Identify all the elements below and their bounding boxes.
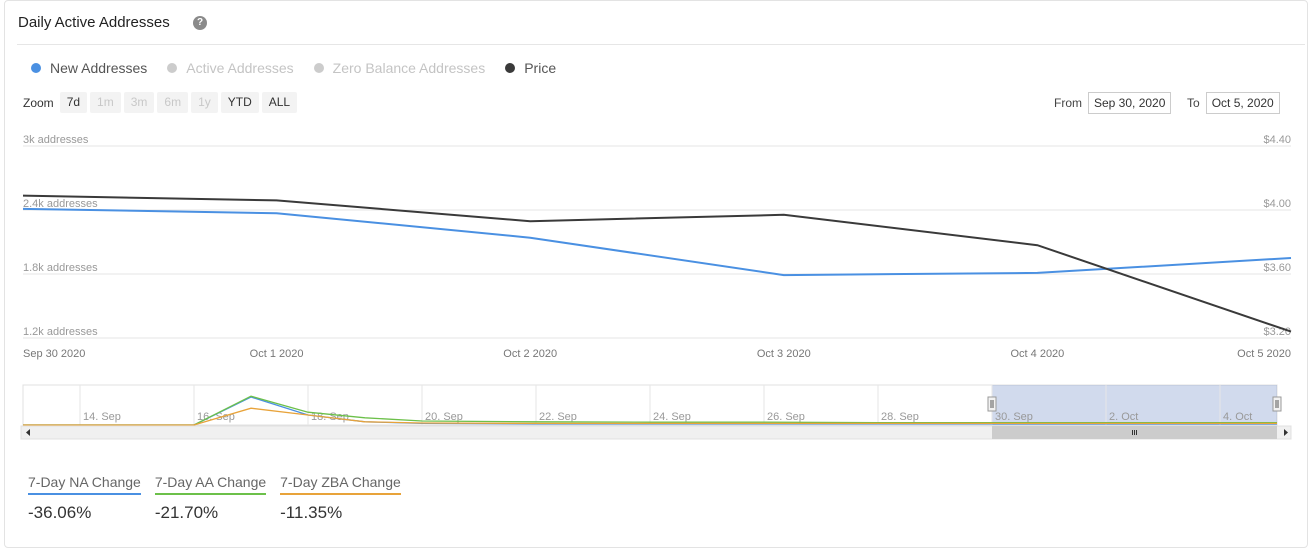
right-tick-label: $3.60 — [1263, 262, 1291, 274]
left-tick-label: 3k addresses — [23, 134, 89, 146]
legend-label: Active Addresses — [186, 60, 294, 76]
stat-label: 7-Day AA Change — [154, 474, 267, 495]
legend-dot-icon — [313, 63, 324, 73]
left-tick-label: 1.8k addresses — [23, 262, 98, 274]
right-tick-label: $4.40 — [1263, 134, 1291, 146]
legend-item-price[interactable]: Price — [505, 60, 556, 76]
stat-0: 7-Day NA Change -36.06% — [28, 474, 141, 523]
navigator-tick-label: 26. Sep — [767, 411, 805, 423]
line-chart: 1.2k addresses 1.8k addresses 2.4k address… — [20, 134, 1292, 440]
zoom-button-7d[interactable]: 7d — [59, 92, 88, 113]
from-date-input[interactable]: Sep 30, 2020 — [1088, 92, 1172, 114]
header-divider — [17, 44, 1305, 45]
zoom-button-all[interactable]: ALL — [261, 92, 298, 113]
range-to: To Oct 5, 2020 — [1187, 92, 1280, 114]
chart-title: Daily Active Addresses — [18, 14, 170, 31]
x-tick-label: Oct 4 2020 — [1010, 348, 1064, 360]
legend-dot-icon — [31, 63, 41, 73]
stat-value: -11.35% — [280, 503, 343, 522]
from-label: From — [1054, 96, 1082, 110]
stat-1: 7-Day AA Change -21.70% — [154, 474, 267, 523]
legend-item-new-addresses[interactable]: New Addresses — [31, 60, 147, 76]
change-stats: 7-Day NA Change -36.06% 7-Day AA Change -21… — [28, 474, 415, 523]
x-tick-label: Oct 2 2020 — [503, 348, 557, 360]
zoom-button-6m[interactable]: 6m — [157, 92, 189, 113]
legend-label: New Addresses — [50, 60, 148, 76]
zoom-buttons: 7d 1m 3m 6m 1y YTD ALL — [59, 92, 300, 113]
legend-item-active-addresses[interactable]: Active Addresses — [167, 60, 294, 76]
zoom-button-3m[interactable]: 3m — [123, 92, 155, 113]
x-tick-label: Oct 3 2020 — [757, 348, 811, 360]
legend-dot-icon — [167, 63, 178, 73]
legend-label: Price — [524, 60, 557, 76]
navigator-series-zero-balance-addresses — [23, 407, 1277, 426]
series-line-price — [22, 194, 1292, 333]
navigator-tick-label: 28. Sep — [881, 411, 919, 423]
navigator-tick-label: 22. Sep — [539, 411, 577, 423]
navigator-tick-label: 24. Sep — [653, 411, 691, 423]
x-tick-label: Oct 5 2020 — [1237, 348, 1291, 360]
navigator-tick-label: 4. Oct — [1223, 411, 1252, 423]
navigator-tick-label: 20. Sep — [425, 411, 463, 423]
to-date-input[interactable]: Oct 5, 2020 — [1205, 92, 1280, 114]
to-label: To — [1187, 96, 1200, 110]
stat-label: 7-Day NA Change — [28, 474, 141, 495]
navigator-tick-label: 30. Sep — [995, 411, 1033, 423]
navigator-left-handle[interactable] — [987, 396, 997, 412]
stat-value: -21.70% — [154, 503, 219, 522]
scroll-left-arrow-icon[interactable] — [26, 429, 30, 436]
navigator-tick-label: 16. Sep — [197, 411, 235, 423]
zoom-button-1m[interactable]: 1m — [90, 92, 121, 113]
range-from: From Sep 30, 2020 — [1054, 92, 1172, 114]
question-circle-icon[interactable]: ? — [193, 16, 207, 30]
navigator-scrollbar-track — [20, 425, 1292, 440]
legend-item-zero-balance-addresses[interactable]: Zero Balance Addresses — [313, 60, 486, 76]
left-tick-label: 2.4k addresses — [23, 198, 98, 210]
legend-label: Zero Balance Addresses — [332, 60, 486, 76]
zoom-label: Zoom — [23, 95, 54, 110]
right-tick-label: $4.00 — [1263, 198, 1291, 210]
stat-label: 7-Day ZBA Change — [280, 474, 401, 495]
legend: New Addresses Active Addresses Zero Balanc… — [31, 60, 576, 76]
left-tick-label: 1.2k addresses — [23, 326, 98, 338]
series-line-new-addresses — [22, 207, 1292, 277]
zoom-button-ytd[interactable]: YTD — [220, 92, 259, 113]
navigator-right-handle[interactable] — [1272, 396, 1282, 412]
x-tick-label: Oct 1 2020 — [250, 348, 304, 360]
x-tick-label: Sep 30 2020 — [23, 348, 85, 360]
scroll-right-arrow-icon[interactable] — [1284, 429, 1288, 436]
zoom-controls: Zoom 7d 1m 3m 6m 1y YTD ALL — [23, 92, 300, 113]
navigator-tick-label: 14. Sep — [83, 411, 121, 423]
navigator-tick-label: 2. Oct — [1109, 411, 1138, 423]
stat-2: 7-Day ZBA Change -11.35% — [280, 474, 401, 523]
zoom-button-1y[interactable]: 1y — [191, 92, 218, 113]
legend-dot-icon — [505, 63, 516, 73]
stat-value: -36.06% — [28, 503, 92, 522]
navigator-selection — [992, 385, 1277, 425]
